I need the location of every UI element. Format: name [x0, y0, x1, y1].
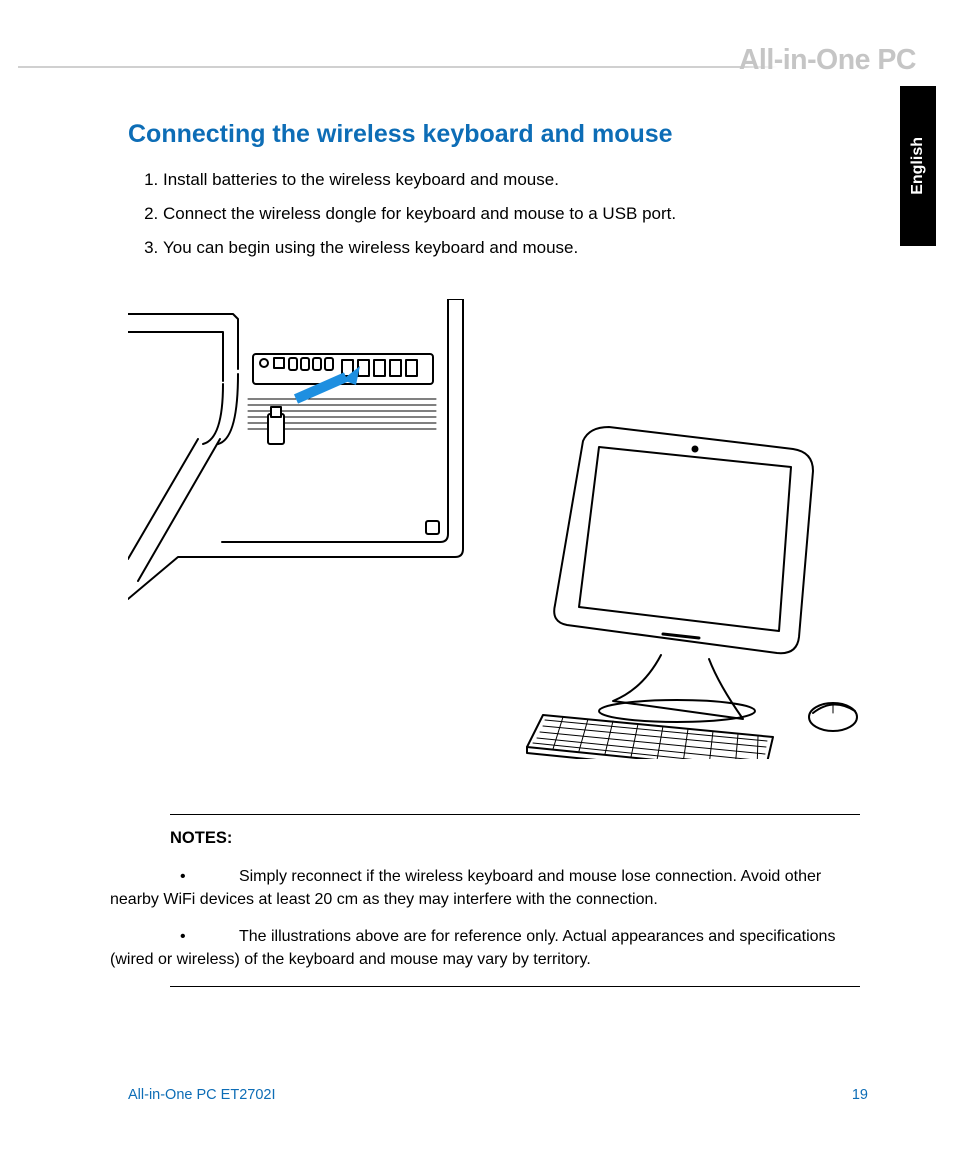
- step-item: Connect the wireless dongle for keyboard…: [163, 197, 868, 231]
- footer-page-number: 19: [852, 1087, 868, 1103]
- notes-title: NOTES:: [170, 827, 860, 851]
- language-tab: English: [900, 86, 936, 246]
- main-content: Connecting the wireless keyboard and mou…: [128, 120, 868, 759]
- bullet-icon: •: [170, 868, 239, 885]
- brand-title: All-in-One PC: [739, 44, 916, 77]
- section-title: Connecting the wireless keyboard and mou…: [128, 120, 868, 149]
- footer-product: All-in-One PC ET2702I: [128, 1087, 275, 1103]
- bullet-icon: •: [170, 928, 239, 945]
- step-item: Install batteries to the wireless keyboa…: [163, 163, 868, 197]
- step-list: Install batteries to the wireless keyboa…: [128, 163, 868, 265]
- step-item: You can begin using the wireless keyboar…: [163, 231, 868, 265]
- diagram-illustration: [128, 299, 888, 759]
- notes-box: NOTES: • Simply reconnect if the wireles…: [170, 814, 860, 987]
- note-item: • The illustrations above are for refere…: [170, 925, 860, 971]
- header-rule: [18, 66, 778, 68]
- language-label: English: [909, 137, 927, 195]
- note-item: • Simply reconnect if the wireless keybo…: [170, 865, 860, 911]
- page-footer: All-in-One PC ET2702I 19: [128, 1087, 868, 1103]
